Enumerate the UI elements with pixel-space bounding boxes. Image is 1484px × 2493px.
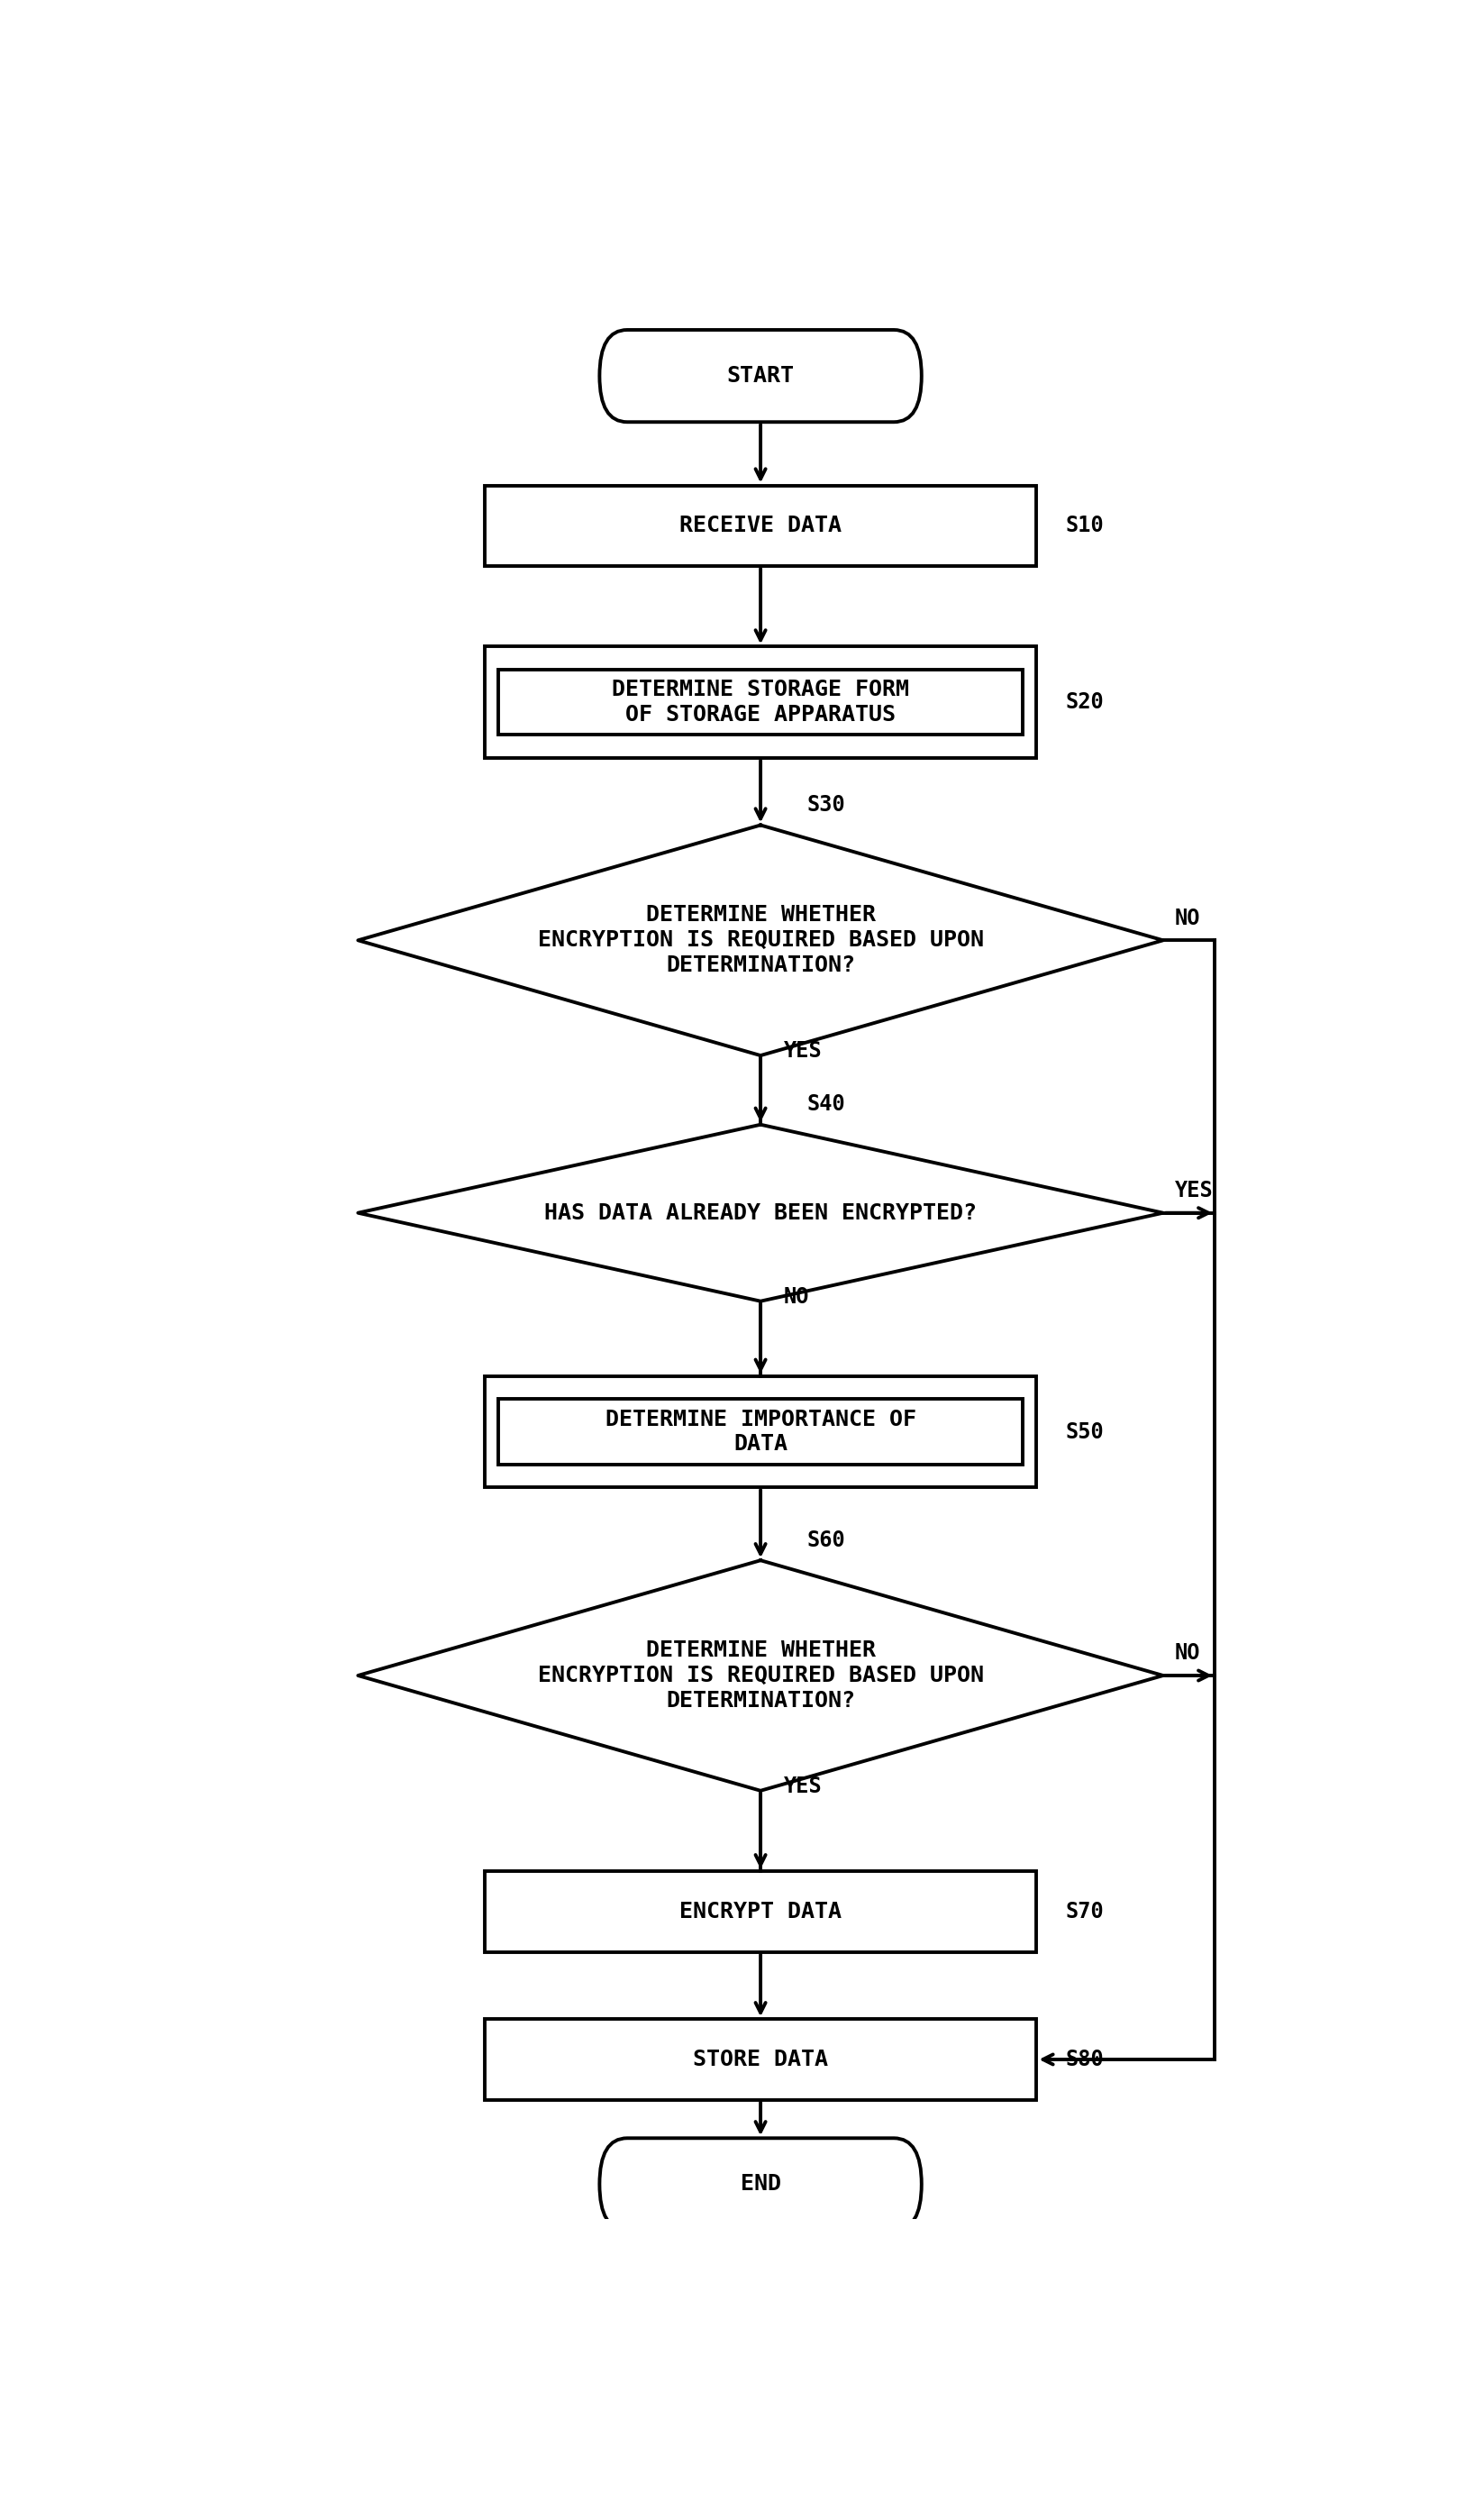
- Bar: [484, 1872, 1036, 1952]
- FancyBboxPatch shape: [600, 329, 922, 421]
- Bar: [484, 1376, 1036, 1488]
- Text: DETERMINE WHETHER
ENCRYPTION IS REQUIRED BASED UPON
DETERMINATION?: DETERMINE WHETHER ENCRYPTION IS REQUIRED…: [537, 905, 984, 977]
- Text: NO: NO: [784, 1286, 809, 1306]
- Text: S40: S40: [807, 1094, 844, 1114]
- Text: START: START: [727, 364, 794, 386]
- Bar: [499, 671, 1022, 735]
- Text: YES: YES: [784, 1040, 822, 1062]
- Text: DETERMINE WHETHER
ENCRYPTION IS REQUIRED BASED UPON
DETERMINATION?: DETERMINE WHETHER ENCRYPTION IS REQUIRED…: [537, 1640, 984, 1710]
- Text: DETERMINE IMPORTANCE OF
DATA: DETERMINE IMPORTANCE OF DATA: [605, 1409, 916, 1456]
- Text: DETERMINE STORAGE FORM
OF STORAGE APPARATUS: DETERMINE STORAGE FORM OF STORAGE APPARA…: [611, 678, 910, 725]
- Text: STORE DATA: STORE DATA: [693, 2049, 828, 2069]
- Text: S50: S50: [1066, 1421, 1104, 1443]
- Text: YES: YES: [784, 1775, 822, 1797]
- Text: NO: NO: [1175, 1643, 1201, 1663]
- Text: S10: S10: [1066, 516, 1104, 536]
- Text: S80: S80: [1066, 2049, 1104, 2069]
- Text: NO: NO: [1175, 907, 1201, 930]
- Text: S30: S30: [807, 793, 844, 815]
- Text: YES: YES: [1175, 1179, 1212, 1202]
- Bar: [484, 646, 1036, 758]
- Text: S70: S70: [1066, 1900, 1104, 1922]
- Bar: [484, 486, 1036, 566]
- Text: S20: S20: [1066, 691, 1104, 713]
- Bar: [499, 1399, 1022, 1463]
- FancyBboxPatch shape: [600, 2139, 922, 2231]
- Bar: [484, 2019, 1036, 2099]
- Text: HAS DATA ALREADY BEEN ENCRYPTED?: HAS DATA ALREADY BEEN ENCRYPTED?: [545, 1202, 976, 1224]
- Text: S60: S60: [807, 1528, 844, 1551]
- Text: END: END: [741, 2174, 781, 2194]
- Text: ENCRYPT DATA: ENCRYPT DATA: [680, 1900, 841, 1922]
- Text: RECEIVE DATA: RECEIVE DATA: [680, 516, 841, 536]
